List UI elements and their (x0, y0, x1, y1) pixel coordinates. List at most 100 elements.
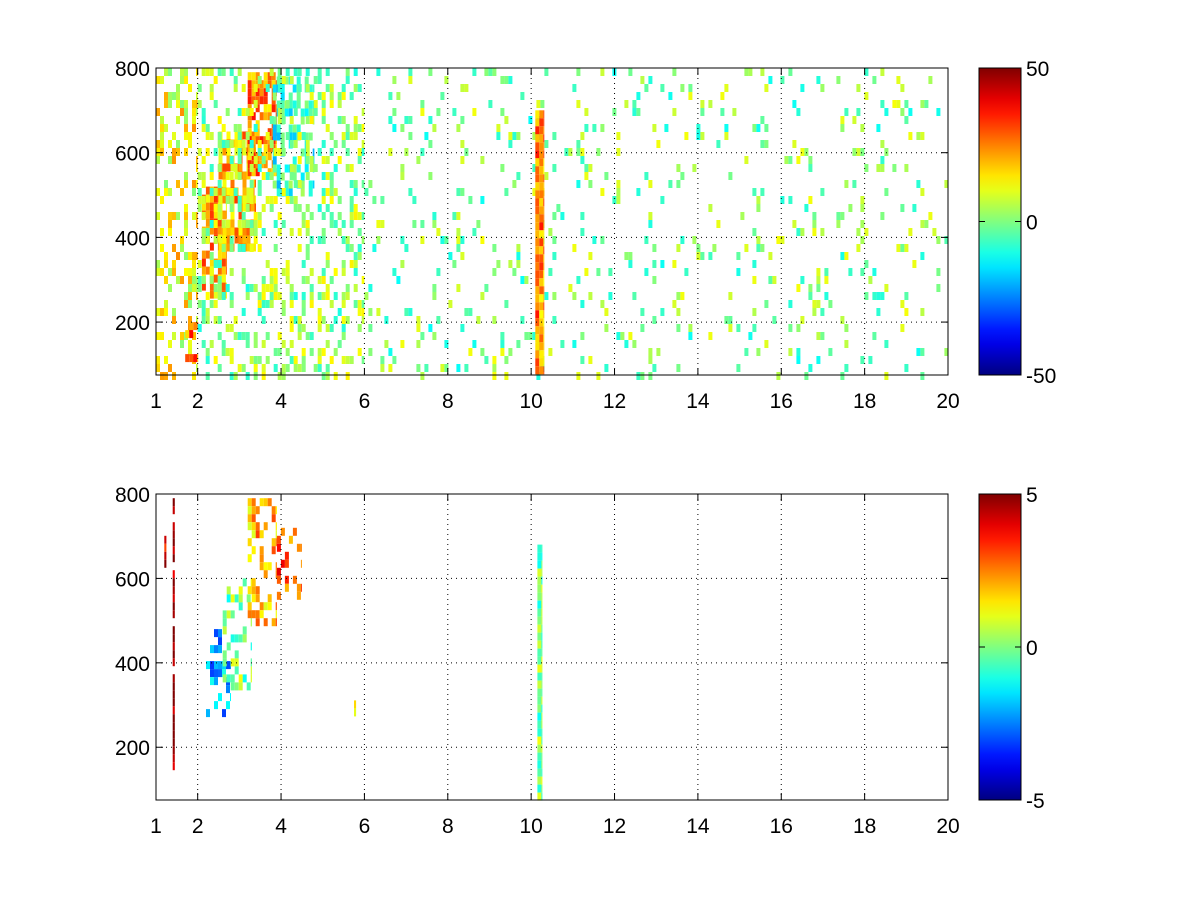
heatmap-cell (305, 116, 310, 124)
heatmap-cell (345, 148, 350, 156)
heatmap-cell (576, 180, 581, 188)
heatmap-cell (868, 356, 873, 364)
heatmap-cell (492, 68, 497, 76)
heatmap-cell (164, 252, 168, 260)
heatmap-cell (226, 610, 231, 619)
heatmap-cell (313, 108, 318, 116)
heatmap-cell (172, 610, 175, 619)
heatmap-cell (541, 792, 543, 801)
heatmap-cell (816, 332, 821, 340)
heatmap-cell (860, 148, 865, 156)
heatmap-cell (201, 258, 206, 267)
heatmap-cell (856, 244, 861, 252)
heatmap-cell (612, 108, 617, 116)
heatmap-cell (210, 677, 214, 686)
heatmap-cell (357, 148, 362, 156)
heatmap-cell (436, 228, 441, 236)
heatmap-cell (476, 316, 481, 324)
heatmap-cell (796, 324, 801, 332)
heatmap-cell (221, 274, 226, 283)
heatmap-cell (604, 308, 609, 316)
heatmap-cell (535, 294, 540, 303)
heatmap-cell (164, 188, 168, 196)
heatmap-cell (201, 266, 206, 275)
heatmap-cell (245, 220, 250, 228)
heatmap-cell (225, 324, 230, 332)
heatmap-cell (716, 140, 721, 148)
heatmap-cell (400, 236, 405, 244)
heatmap-cell (253, 212, 258, 220)
heatmap-cell (276, 188, 281, 197)
heatmap-cell (285, 100, 290, 108)
heatmap-cell (317, 276, 322, 284)
heatmap-cell (292, 172, 297, 181)
heatmap-cell (293, 204, 298, 212)
heatmap-cell (516, 340, 521, 348)
heatmap-cell (289, 164, 294, 172)
heatmap-cell (852, 180, 857, 188)
heatmap-cell (206, 709, 210, 718)
heatmap-cell (537, 552, 542, 561)
heatmap-cell (275, 104, 277, 113)
heatmap-cell (325, 84, 330, 92)
heatmap-cell (535, 302, 540, 311)
heatmap-cell (676, 180, 681, 188)
heatmap-cell (254, 195, 256, 204)
heatmap-cell (180, 244, 184, 252)
heatmap-cell (241, 220, 246, 228)
heatmap-cell (432, 124, 437, 132)
heatmap-cell (388, 148, 393, 156)
heatmap-cell (876, 308, 881, 316)
heatmap-cell (632, 292, 637, 300)
heatmap-cell (892, 164, 897, 172)
heatmap-cell (192, 268, 196, 276)
heatmap-cell (537, 728, 542, 737)
heatmap-cell (261, 172, 266, 180)
x-tick-label: 14 (686, 815, 710, 838)
heatmap-cell (160, 140, 164, 148)
heatmap-cell (361, 300, 365, 308)
heatmap-cell (516, 260, 521, 268)
heatmap-cell (261, 292, 266, 300)
heatmap-cell (349, 204, 354, 212)
heatmap-cell (376, 220, 381, 228)
heatmap-cell (188, 340, 192, 348)
heatmap-cell (349, 92, 354, 100)
heatmap-cell (820, 228, 825, 236)
heatmap-cell (528, 332, 533, 340)
heatmap-cell (201, 172, 206, 180)
heatmap-cell (920, 308, 925, 316)
heatmap-cell (261, 300, 266, 308)
heatmap-cell (261, 364, 266, 372)
heatmap-cell (209, 282, 214, 291)
heatmap-cell (840, 212, 845, 220)
heatmap-cell (276, 172, 281, 181)
heatmap-cell (309, 212, 314, 220)
heatmap-cell (309, 164, 314, 172)
heatmap-cell (156, 332, 160, 340)
heatmap-cell (249, 108, 254, 116)
heatmap-cell (275, 570, 277, 579)
heatmap-cell (600, 188, 605, 196)
heatmap-cell (226, 235, 231, 244)
heatmap-cell (539, 310, 544, 319)
heatmap-cell (680, 84, 685, 92)
heatmap-cell (247, 152, 252, 161)
heatmap-cell (541, 608, 543, 617)
heatmap-cell (541, 568, 543, 577)
heatmap-cell (214, 645, 218, 654)
heatmap-cell (271, 104, 276, 113)
heatmap-cell (201, 108, 206, 116)
heatmap-cell (880, 100, 885, 108)
heatmap-cell (205, 292, 210, 300)
heatmap-cell (272, 132, 277, 141)
heatmap-cell (217, 212, 222, 220)
heatmap-cell (176, 116, 180, 124)
x-tick-label: 12 (603, 390, 626, 413)
heatmap-cell (784, 156, 789, 164)
heatmap-cell (273, 148, 278, 156)
x-tick-label: 4 (275, 815, 287, 838)
heatmap-cell (552, 236, 557, 244)
heatmap-cell (312, 84, 315, 93)
heatmap-cell (760, 68, 765, 76)
